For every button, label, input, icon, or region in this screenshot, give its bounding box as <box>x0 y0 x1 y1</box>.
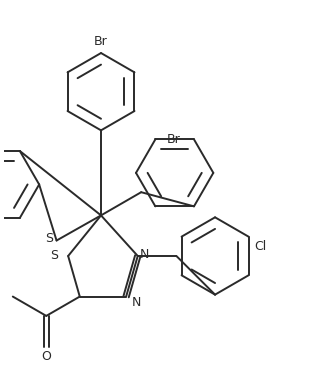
Text: O: O <box>41 350 51 363</box>
Text: N: N <box>132 296 141 309</box>
Text: S: S <box>51 250 59 262</box>
Text: S: S <box>45 232 53 245</box>
Text: Br: Br <box>94 35 108 48</box>
Text: N: N <box>140 248 149 261</box>
Text: Br: Br <box>167 133 181 146</box>
Text: Cl: Cl <box>254 240 266 253</box>
